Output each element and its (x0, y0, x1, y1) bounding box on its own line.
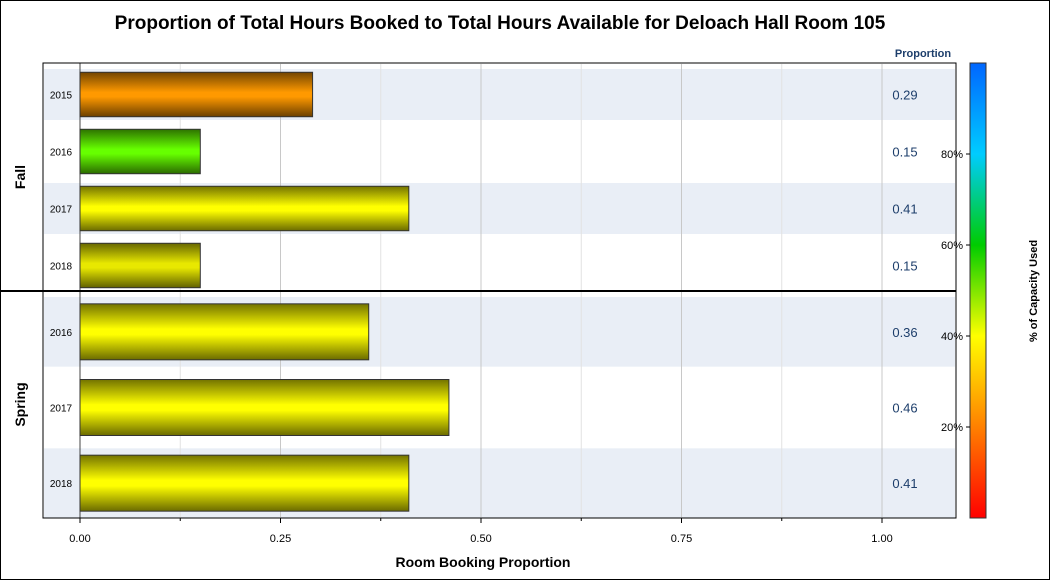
colorbar-tick-label: 20% (941, 422, 963, 434)
bar-value-label: 0.15 (892, 259, 917, 274)
bar-value-label: 0.36 (892, 325, 917, 340)
colorbar-label: % of Capacity Used (1028, 240, 1040, 342)
colorbar-tick-label: 40% (941, 331, 963, 343)
bar-fall-2015 (79, 71, 314, 118)
bar-spring-2016 (79, 303, 370, 361)
colorbar-tick-label: 80% (941, 149, 963, 161)
y-tick-label: 2017 (50, 404, 73, 415)
y-tick-label: 2016 (50, 328, 73, 339)
x-tick-label: 0.50 (470, 533, 491, 545)
panel-label: Spring (12, 382, 28, 426)
y-tick-label: 2018 (50, 479, 73, 490)
chart-title: Proportion of Total Hours Booked to Tota… (115, 13, 886, 34)
y-tick-label: 2017 (50, 205, 73, 216)
bar-value-label: 0.41 (892, 202, 917, 217)
bar-fall-2017 (79, 185, 410, 232)
bar-value-label: 0.46 (892, 401, 917, 416)
panel-label: Fall (12, 165, 28, 189)
colorbar-gradient (969, 62, 987, 519)
bar-value-label: 0.41 (892, 476, 917, 491)
bar-fall-2018 (79, 242, 201, 289)
panel-spring: 2016 0.36 2017 0.46 2018 0.41 Spring (12, 291, 955, 518)
x-tick-label: 1.00 (871, 533, 892, 545)
bar-value-label: 0.15 (892, 145, 917, 160)
x-tick-label: 0.75 (671, 533, 692, 545)
colorbar-tick-label: 60% (941, 240, 963, 252)
bar-fall-2016 (79, 128, 201, 175)
bar-spring-2017 (79, 379, 450, 436)
colorbar: 20% 40% 60% 80% % of Capacity Used (941, 62, 1040, 519)
x-tick-label: 0.25 (270, 533, 291, 545)
value-column-header: Proportion (895, 48, 951, 60)
x-axis-label: Room Booking Proportion (396, 554, 571, 570)
plot-area: 2015 0.29 2016 0.15 2017 0.41 2018 0.15 Fall 2016… (1, 62, 957, 545)
bar-value-label: 0.29 (892, 88, 917, 103)
x-tick-label: 0.00 (69, 533, 90, 545)
y-tick-label: 2015 (50, 91, 73, 102)
y-tick-label: 2018 (50, 262, 73, 273)
y-tick-label: 2016 (50, 148, 73, 159)
panel-fall: 2015 0.29 2016 0.15 2017 0.41 2018 0.15 Fall (12, 63, 955, 291)
bar-spring-2018 (79, 454, 410, 512)
